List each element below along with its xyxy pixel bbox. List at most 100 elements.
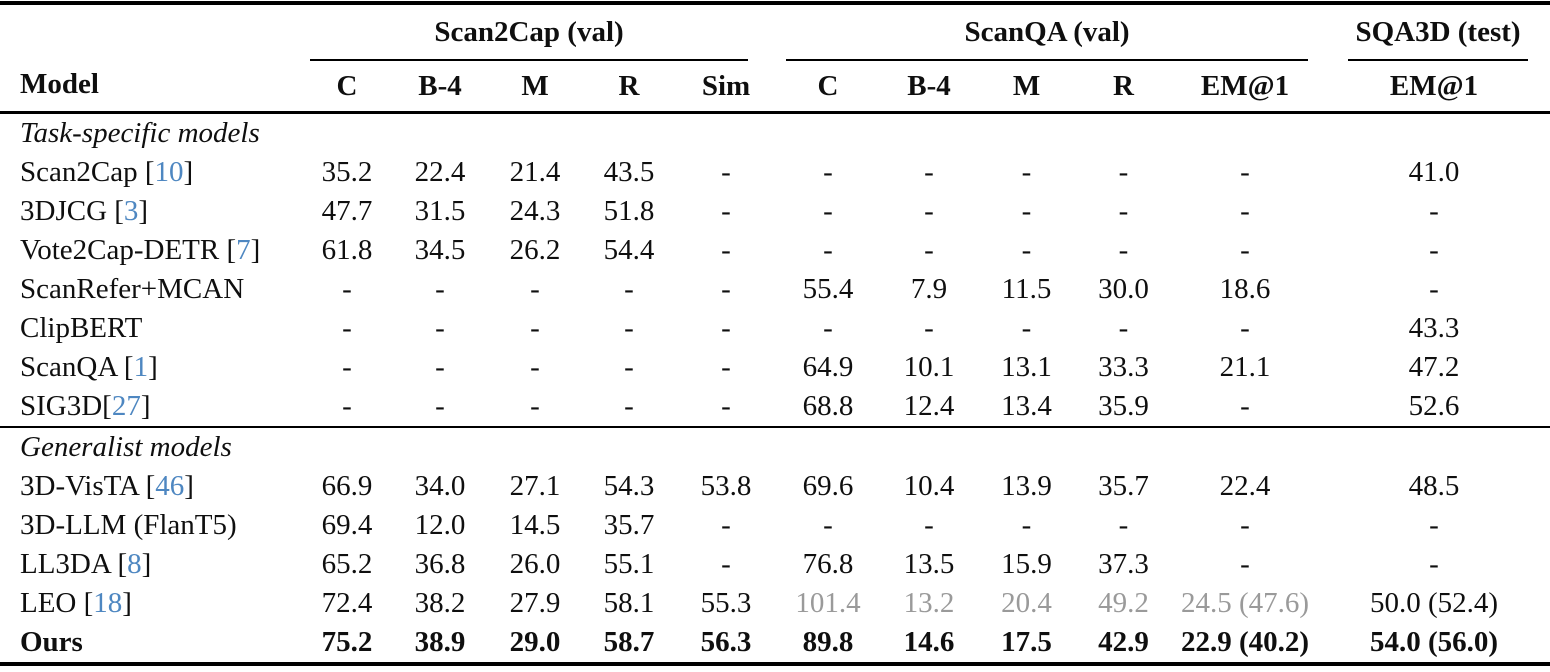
model-name: 3D-VisTA [: [20, 470, 156, 502]
table-row: Scan2Cap [10] 35.2 22.4 21.4 43.5 - - - - - - 41.0: [0, 153, 1550, 192]
table-row: 3D-VisTA [46] 66.9 34.0 27.1 54.3 53.8 69.6 10.…: [0, 467, 1550, 506]
model-name-cell: Vote2Cap-DETR [7]: [0, 231, 302, 270]
value-cell: 61.8: [321, 234, 373, 266]
value-cell: 34.0: [414, 470, 466, 502]
model-name-cell: 3D-LLM (FlanT5): [0, 506, 302, 545]
table-row: LEO [18] 72.4 38.2 27.9 58.1 55.3 101.4 13.2 20.…: [0, 584, 1550, 623]
value-cell: -: [1240, 548, 1250, 580]
value-cell: 54.4: [603, 234, 655, 266]
value-cell: 27.9: [509, 587, 561, 619]
value-cell: 64.9: [802, 351, 854, 383]
value-cell: -: [1240, 509, 1250, 541]
value-cell: -: [624, 351, 634, 383]
value-cell: -: [1118, 312, 1129, 344]
model-name-cell: ScanQA [1]: [0, 348, 302, 387]
value-cell: 13.1: [1001, 351, 1052, 383]
value-cell: 17.5: [1001, 626, 1052, 658]
value-cell: 43.5: [603, 156, 655, 188]
value-cell: 38.2: [414, 587, 466, 619]
citation-bracket: ]: [183, 156, 194, 188]
value-cell: -: [823, 195, 833, 227]
value-cell: -: [823, 234, 833, 266]
value-cell: 21.1: [1219, 351, 1271, 383]
column-header: R: [1075, 61, 1173, 114]
value-cell: 21.4: [509, 156, 561, 188]
value-cell: 35.7: [1098, 470, 1149, 502]
citation-bracket: ]: [122, 587, 132, 619]
value-cell: -: [435, 273, 445, 305]
citation-link[interactable]: 3: [123, 195, 139, 227]
value-cell: 22.4: [414, 156, 466, 188]
value-cell: -: [530, 390, 540, 422]
citation-link[interactable]: 18: [93, 587, 123, 619]
value-cell: 20.4: [1001, 587, 1052, 619]
value-cell: -: [1118, 195, 1129, 227]
value-cell: -: [624, 390, 634, 422]
value-cell: 14.6: [903, 626, 955, 658]
value-cell: 13.9: [1001, 470, 1052, 502]
group-header-scan2cap-label: Scan2Cap (val): [434, 15, 624, 48]
column-header: M: [978, 61, 1076, 114]
value-cell: -: [530, 312, 540, 344]
value-cell: -: [342, 273, 352, 305]
citation-link[interactable]: 7: [236, 234, 251, 266]
value-cell: -: [435, 351, 445, 383]
value-cell: -: [1118, 509, 1129, 541]
value-cell: 13.4: [1001, 390, 1052, 422]
value-cell: 101.4: [795, 587, 861, 619]
value-cell: -: [342, 390, 352, 422]
model-name: 3D-LLM (FlanT5): [20, 509, 237, 541]
value-cell: 26.2: [509, 234, 561, 266]
value-cell: 35.2: [321, 156, 373, 188]
citation-link[interactable]: 8: [127, 548, 142, 580]
model-name: LEO [: [20, 587, 94, 619]
value-cell: 65.2: [321, 548, 373, 580]
value-cell: 52.6: [1408, 390, 1460, 422]
value-cell: 66.9: [321, 470, 373, 502]
value-cell: 47.7: [321, 195, 373, 227]
citation-link[interactable]: 27: [111, 390, 141, 422]
citation-link[interactable]: 10: [154, 156, 184, 188]
model-name: ClipBERT: [20, 312, 143, 344]
value-cell: 75.2: [321, 626, 373, 658]
table-row: ClipBERT - - - - - - - - - - 43.3: [0, 309, 1550, 348]
group-header-scanqa: ScanQA (val): [776, 3, 1318, 61]
value-cell: -: [1021, 234, 1032, 266]
value-cell: 27.1: [509, 470, 561, 502]
model-name: SIG3D[: [20, 390, 112, 422]
value-cell: 24.3: [509, 195, 561, 227]
value-cell: 38.9: [414, 626, 466, 658]
citation-link[interactable]: 46: [155, 470, 185, 502]
value-cell: 35.7: [603, 509, 655, 541]
value-cell: -: [721, 509, 731, 541]
value-cell: -: [823, 509, 833, 541]
value-cell: 37.3: [1098, 548, 1149, 580]
model-column-header-label: Model: [20, 68, 99, 100]
value-cell: -: [721, 234, 731, 266]
value-cell: -: [823, 312, 833, 344]
value-cell: -: [1021, 509, 1032, 541]
value-cell: -: [1021, 312, 1032, 344]
group-header-scanqa-label: ScanQA (val): [964, 15, 1130, 48]
model-name: Scan2Cap [: [20, 156, 155, 188]
citation-link[interactable]: 1: [133, 351, 149, 383]
value-cell: 69.4: [321, 509, 373, 541]
citation-bracket: ]: [138, 195, 149, 227]
value-cell: 10.4: [903, 470, 955, 502]
model-name: 3DJCG [: [20, 195, 124, 227]
value-cell: -: [1118, 234, 1129, 266]
table-row: 3D-LLM (FlanT5) 69.4 12.0 14.5 35.7 - - - - - - -: [0, 506, 1550, 545]
table-row: ScanQA [1] - - - - - 64.9 10.1 13.1 33.3 21.1 47.2: [0, 348, 1550, 387]
value-cell: 55.4: [802, 273, 854, 305]
value-cell: 41.0: [1408, 156, 1460, 188]
value-cell: 7.9: [910, 273, 948, 305]
value-cell: 58.1: [603, 587, 655, 619]
table-body: Task-specific models Scan2Cap [10] 35.2 22.…: [0, 113, 1550, 665]
value-cell: -: [1118, 156, 1129, 188]
column-header: Sim: [676, 61, 777, 114]
value-cell: -: [435, 312, 445, 344]
model-name-cell: Ours: [0, 623, 302, 664]
value-cell: -: [1240, 390, 1250, 422]
value-cell: -: [924, 509, 934, 541]
